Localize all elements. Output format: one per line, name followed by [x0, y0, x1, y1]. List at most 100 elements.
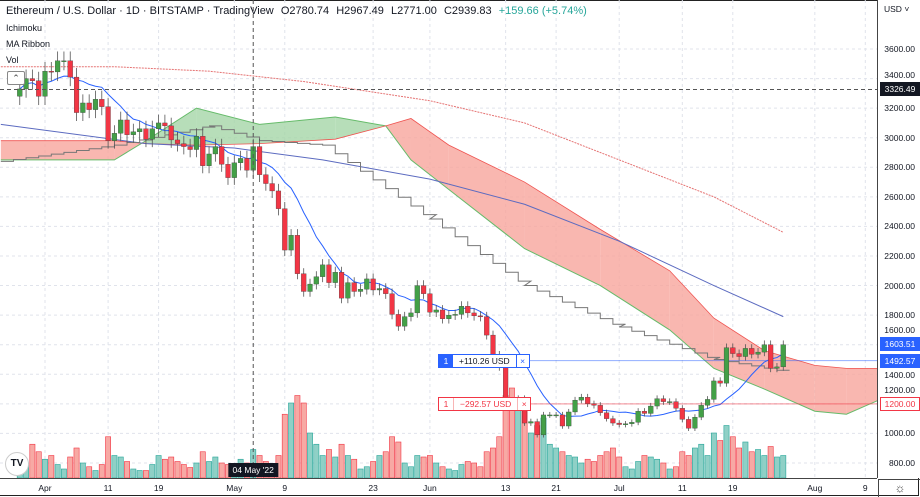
- volume-bar: [180, 464, 187, 478]
- candle-body: [269, 183, 275, 192]
- price-axis[interactable]: 800.00 1000.00 1200.00 1400.00 1600.00 1800.0…: [877, 0, 920, 478]
- candle: [402, 311, 408, 331]
- candle: [357, 284, 364, 297]
- volume-bar: [660, 462, 667, 478]
- ichimoku-span-a: [0, 107, 877, 415]
- candle: [433, 305, 439, 318]
- candle: [74, 68, 80, 122]
- candle: [711, 377, 717, 403]
- candle-body: [74, 76, 80, 113]
- candle-body: [566, 411, 572, 427]
- close-position-icon[interactable]: ×: [517, 397, 530, 410]
- volume-bar: [401, 462, 408, 478]
- volume-bar: [603, 451, 610, 478]
- candle-body: [55, 60, 61, 73]
- time-axis[interactable]: Apr 11 19 May 9 23 Jun 13 21 Jul 11 19 Aug 9: [0, 478, 877, 497]
- candle: [723, 343, 730, 387]
- ohlc-high: H2967.49: [336, 5, 384, 17]
- volume-bar: [124, 461, 130, 478]
- candle-body: [717, 380, 723, 384]
- candle: [48, 61, 54, 82]
- candle: [736, 349, 742, 361]
- volume-bar: [382, 451, 389, 478]
- volume-bar: [42, 458, 48, 478]
- candle-body: [301, 273, 307, 292]
- candle: [339, 266, 345, 304]
- candle-body: [42, 71, 48, 97]
- time-tick: 9: [862, 483, 868, 493]
- candle: [755, 347, 761, 359]
- candle: [768, 340, 774, 373]
- candle: [610, 415, 616, 426]
- candle-body: [313, 276, 319, 285]
- candle-body: [206, 153, 212, 166]
- short-position-label[interactable]: 1 −292.57 USD ×: [438, 396, 532, 411]
- volume-bar: [35, 451, 42, 478]
- volume-bar: [685, 455, 692, 478]
- currency-selector[interactable]: USD ˅: [884, 4, 910, 14]
- tradingview-logo[interactable]: TV: [5, 452, 29, 476]
- candle-body: [528, 421, 534, 424]
- candle: [774, 363, 780, 373]
- volume-bar: [471, 462, 477, 478]
- candle-body: [604, 412, 610, 419]
- volume-bar: [509, 387, 515, 478]
- ichimoku-cloud-segment: [846, 368, 877, 415]
- symbol-title[interactable]: Ethereum / U.S. Dollar · 1D · BITSTAMP ·…: [6, 5, 274, 17]
- long-position-price-label: 1492.57: [880, 353, 920, 368]
- candle: [622, 420, 629, 428]
- volume-bar: [622, 466, 629, 478]
- candle: [143, 120, 149, 148]
- candle: [320, 259, 326, 283]
- volume-bar: [439, 466, 446, 478]
- candle-body: [591, 403, 597, 406]
- volume-bar: [692, 447, 698, 478]
- volume-bar: [420, 456, 427, 478]
- position-qty: 1: [439, 354, 453, 367]
- time-tick: May: [226, 483, 243, 493]
- candle: [256, 138, 263, 182]
- ma-mid-line: [0, 123, 784, 318]
- candle: [629, 419, 635, 427]
- volume-bar: [395, 441, 402, 478]
- volume-bar: [553, 447, 560, 478]
- candle-body: [705, 399, 711, 406]
- price-tick: 3400.00: [884, 69, 915, 80]
- volume-bar: [710, 432, 717, 478]
- chevron-up-icon[interactable]: ⌃: [7, 71, 25, 85]
- candle: [99, 90, 105, 116]
- ohlc-open: O2780.74: [280, 5, 330, 17]
- gear-icon[interactable]: ☼: [878, 479, 920, 497]
- candle-body: [408, 312, 414, 317]
- candle-body: [86, 102, 92, 110]
- candle: [313, 271, 319, 290]
- volume-bar: [61, 468, 67, 478]
- candle-body: [439, 309, 446, 319]
- volume-bar: [780, 455, 787, 478]
- ma-step-line: [0, 125, 790, 371]
- volume-bar: [389, 436, 395, 478]
- volume-bar: [673, 466, 679, 478]
- candle: [421, 280, 427, 299]
- candle-body: [446, 314, 452, 319]
- candle-body: [692, 416, 698, 429]
- indicator-ma-ribbon[interactable]: MA Ribbon: [6, 39, 51, 49]
- indicator-ichimoku[interactable]: Ichimoku: [6, 23, 43, 33]
- volume-bar: [98, 464, 105, 478]
- volume-bar: [168, 456, 175, 478]
- volume-bar: [433, 462, 440, 478]
- volume-bar: [723, 425, 730, 478]
- long-position-label[interactable]: 1 +110.26 USD ×: [438, 353, 530, 368]
- candle-body: [572, 399, 578, 413]
- candle: [187, 138, 193, 158]
- candle: [206, 146, 212, 174]
- candle: [559, 411, 565, 429]
- candle: [660, 395, 666, 405]
- candle: [168, 117, 174, 148]
- candle: [162, 114, 168, 135]
- close-position-icon[interactable]: ×: [515, 354, 529, 367]
- position-pnl: −292.57 USD: [453, 397, 517, 410]
- indicator-volume[interactable]: Vol: [6, 55, 19, 65]
- price-chart[interactable]: [0, 0, 877, 478]
- candle-body: [376, 288, 382, 291]
